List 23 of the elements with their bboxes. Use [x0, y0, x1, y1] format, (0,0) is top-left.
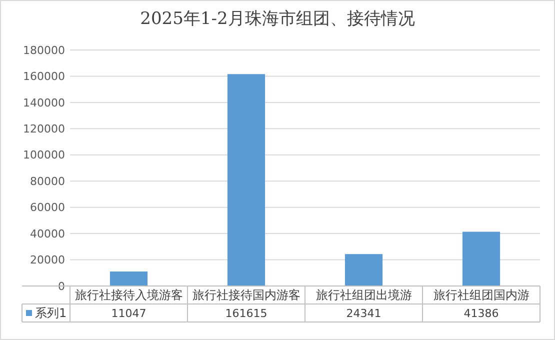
bar	[227, 74, 266, 286]
data-label: 161615	[225, 306, 268, 320]
y-tick-label: 40000	[30, 227, 65, 240]
bar	[110, 272, 148, 286]
chart-title: 2025年1-2月珠海市组团、接待情况	[140, 9, 415, 29]
y-tick-label: 180000	[23, 44, 65, 57]
x-tick-label: 旅行社接待国内游客	[192, 288, 300, 302]
bar	[344, 254, 383, 286]
y-tick-label: 80000	[30, 174, 65, 188]
y-tick-label: 60000	[30, 201, 65, 214]
legend-label: 系列1	[35, 306, 67, 320]
y-tick-label: 100000	[23, 148, 65, 162]
y-tick-label: 140000	[23, 96, 65, 110]
y-tick-label: 120000	[23, 122, 65, 136]
x-tick-label: 旅行社组团出境游	[316, 288, 412, 302]
bar	[462, 232, 500, 286]
x-tick-label: 旅行社接待入境游客	[74, 288, 183, 302]
y-tick-label: 20000	[30, 254, 65, 267]
data-label: 24341	[346, 306, 382, 320]
x-tick-label: 旅行社组团国内游	[433, 288, 530, 302]
data-label: 41386	[464, 306, 499, 320]
y-tick-label: 160000	[23, 70, 65, 84]
data-label: 11047	[111, 306, 146, 320]
